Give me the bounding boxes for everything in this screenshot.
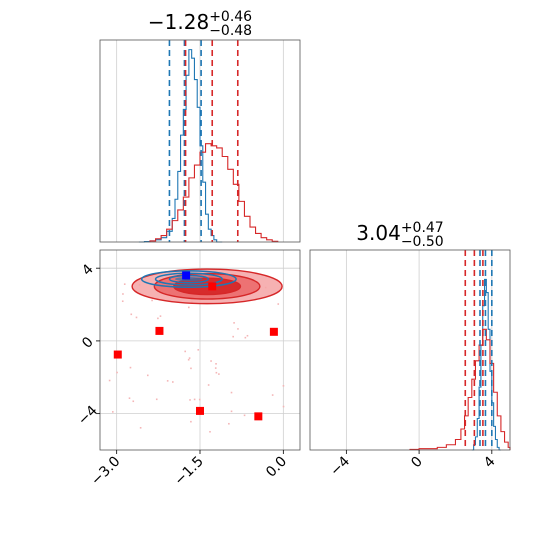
bottom-left-red-marker xyxy=(208,282,217,291)
bottom-left-sample-point xyxy=(129,366,132,369)
bottom-right-axes-frame xyxy=(309,249,511,451)
top-left-histogram-panel: −1.28+0.46 −0.48 xyxy=(99,9,301,243)
bottom-left-sample-point xyxy=(215,371,218,374)
bottom-left-sample-point xyxy=(190,420,192,423)
bottom-left-sample-point xyxy=(232,335,234,338)
bottom-right-histogram-panel: 3.04+0.47 −0.50 −4 0 4 xyxy=(309,220,511,479)
top-left-title-lower: −0.48 xyxy=(209,23,252,39)
bottom-right-hist-blue xyxy=(471,278,501,451)
bottom-left-sample-point xyxy=(237,328,239,330)
bottom-left-markers xyxy=(113,271,278,421)
bottom-left-sample-point xyxy=(215,363,217,365)
bottom-left-sample-point xyxy=(214,367,217,369)
bottom-left-red-marker xyxy=(196,406,204,415)
bottom-left-red-marker xyxy=(155,326,164,335)
bottom-left-y-tick-label: 0 xyxy=(79,334,97,352)
bottom-right-quantile-lines xyxy=(464,250,493,450)
bottom-left-sample-point xyxy=(230,410,233,413)
bottom-left-sample-point xyxy=(130,313,133,316)
bottom-right-x-tick-label: 4 xyxy=(481,453,499,471)
bottom-left-sample-point xyxy=(228,422,230,425)
bottom-left-sample-point xyxy=(122,293,124,295)
bottom-left-contours xyxy=(131,268,283,305)
bottom-left-sample-point xyxy=(282,405,285,408)
bottom-left-sample-point xyxy=(189,399,191,401)
bottom-right-x-ticks: −4 0 4 xyxy=(327,450,499,479)
bottom-left-sample-point xyxy=(271,394,274,396)
bottom-left-sample-point xyxy=(244,336,247,339)
bottom-left-sample-point xyxy=(155,398,158,401)
bottom-left-sample-point xyxy=(172,381,174,383)
bottom-right-title: 3.04+0.47 xyxy=(356,220,443,245)
bottom-left-sample-point xyxy=(233,322,235,324)
bottom-left-x-ticks: −3.0 −1.5 0.0 xyxy=(88,450,290,489)
bottom-left-sample-point xyxy=(166,380,169,382)
bottom-left-sample-point xyxy=(128,397,131,399)
bottom-left-sample-point xyxy=(157,317,159,320)
bottom-left-sample-point xyxy=(139,427,142,429)
bottom-left-red-marker xyxy=(113,350,122,359)
top-left-title-upper: +0.46 xyxy=(209,9,252,25)
bottom-right-title-lower: −0.50 xyxy=(401,234,444,250)
bottom-right-histograms xyxy=(409,278,511,451)
bottom-left-sample-point xyxy=(190,367,192,370)
bottom-left-sample-point xyxy=(187,358,190,361)
bottom-left-x-tick-label: −1.5 xyxy=(171,454,206,489)
bottom-right-hist-red xyxy=(409,328,511,451)
bottom-left-sample-point xyxy=(159,315,162,317)
bottom-left-blue-marker xyxy=(182,271,191,280)
bottom-left-sample-point xyxy=(210,360,212,362)
bottom-left-x-tick-label: −3.0 xyxy=(88,454,123,489)
bottom-left-sample-point xyxy=(112,411,114,413)
bottom-left-y-tick-label: 4 xyxy=(79,261,97,279)
bottom-left-red-marker xyxy=(269,327,278,336)
top-left-title-value: −1.28 xyxy=(148,10,209,34)
bottom-left-sample-point xyxy=(146,374,149,377)
bottom-left-sample-point xyxy=(207,384,210,386)
bottom-left-sample-point xyxy=(123,283,126,285)
bottom-left-sample-point xyxy=(209,430,211,433)
bottom-left-sample-point xyxy=(121,300,124,303)
bottom-left-sample-point xyxy=(243,414,246,417)
bottom-left-sample-point xyxy=(188,357,191,359)
bottom-left-sample-point xyxy=(198,398,201,401)
bottom-left-sample-point xyxy=(151,299,153,302)
bottom-left-sample-point xyxy=(277,303,280,305)
bottom-left-sample-point xyxy=(116,371,118,374)
bottom-left-sample-point xyxy=(187,306,190,309)
bottom-left-red-marker xyxy=(254,412,263,421)
top-left-title: −1.28+0.46 xyxy=(148,9,252,34)
bottom-left-sample-point xyxy=(193,398,196,401)
top-left-axes-frame xyxy=(99,39,301,243)
bottom-right-x-tick-label: 0 xyxy=(408,454,426,472)
bottom-left-sample-point xyxy=(218,373,220,375)
bottom-left-sample-point xyxy=(197,349,200,351)
top-left-hist-red xyxy=(149,143,279,242)
bottom-left-x-tick-label: 0.0 xyxy=(263,454,290,481)
bottom-left-sample-point xyxy=(230,391,233,394)
bottom-left-blue-contour xyxy=(140,270,237,289)
bottom-left-sample-point xyxy=(246,334,249,337)
bottom-left-y-tick-label: −4 xyxy=(75,403,101,429)
bottom-left-sample-point xyxy=(108,379,111,382)
bottom-left-sample-point xyxy=(132,400,135,403)
bottom-right-grid xyxy=(345,250,493,450)
top-left-histograms xyxy=(138,49,279,243)
bottom-left-samples xyxy=(108,283,285,433)
top-left-hist-blue xyxy=(138,49,223,243)
bottom-right-title-upper: +0.47 xyxy=(401,220,444,236)
bottom-left-sample-point xyxy=(135,316,138,319)
top-left-quantile-lines xyxy=(168,40,239,242)
bottom-right-x-tick-label: −4 xyxy=(327,453,353,479)
bottom-left-sample-point xyxy=(282,385,285,387)
bottom-right-title-value: 3.04 xyxy=(356,221,401,245)
bottom-left-y-ticks: 4 0 −4 xyxy=(75,261,101,428)
bottom-left-scatter-panel: −3.0 −1.5 0.0 4 0 −4 xyxy=(75,249,301,489)
bottom-left-sample-point xyxy=(184,350,186,353)
